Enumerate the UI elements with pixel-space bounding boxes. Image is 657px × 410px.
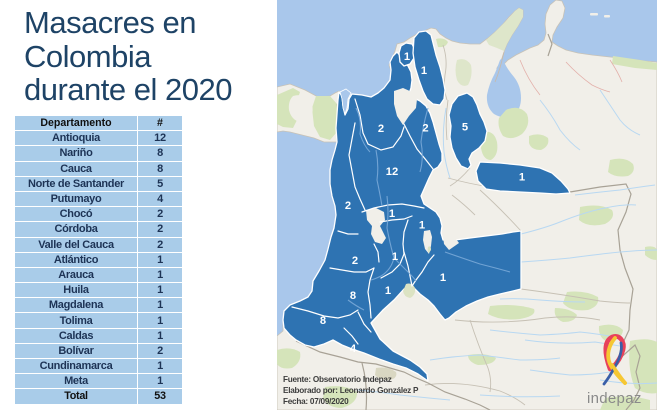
svg-text:8: 8: [320, 315, 326, 327]
svg-text:2: 2: [422, 123, 428, 135]
svg-text:1: 1: [385, 285, 391, 297]
svg-text:1: 1: [440, 272, 446, 284]
svg-text:4: 4: [350, 343, 357, 355]
svg-text:2: 2: [345, 200, 351, 212]
svg-text:1: 1: [519, 172, 525, 184]
svg-text:2: 2: [352, 255, 358, 267]
svg-text:1: 1: [392, 251, 398, 263]
svg-text:1: 1: [389, 208, 395, 220]
svg-text:12: 12: [386, 166, 398, 178]
svg-text:1: 1: [419, 220, 425, 232]
svg-text:1: 1: [404, 51, 410, 63]
svg-text:5: 5: [462, 122, 468, 134]
svg-text:2: 2: [378, 123, 384, 135]
svg-text:1: 1: [421, 65, 427, 77]
svg-text:8: 8: [350, 290, 356, 302]
